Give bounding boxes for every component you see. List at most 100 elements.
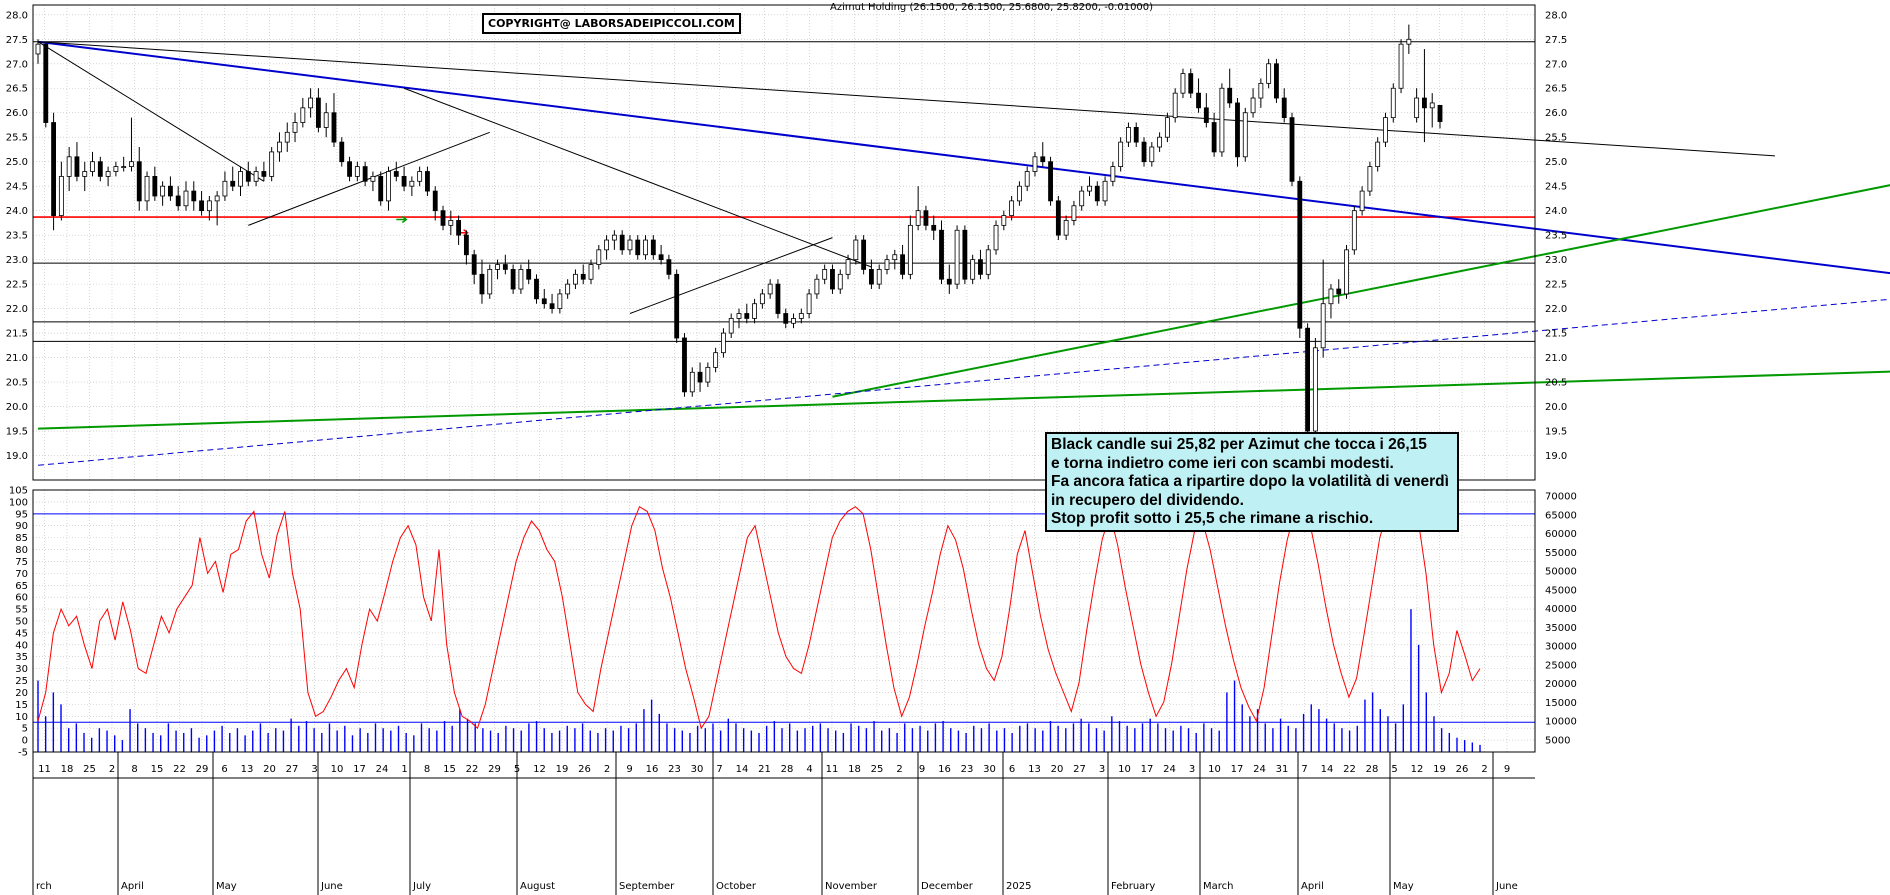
volume-series xyxy=(37,609,1481,752)
candle-body xyxy=(331,112,337,143)
osc-y-tick-label-left: 105 xyxy=(9,486,28,497)
volume-y-tick-label-right: 5000 xyxy=(1545,736,1570,747)
candle-body xyxy=(1180,73,1186,94)
x-day-tick-label: 29 xyxy=(488,764,501,775)
candle-body xyxy=(1242,112,1248,158)
volume-y-tick-label-right: 70000 xyxy=(1545,492,1577,503)
candle-body xyxy=(565,283,571,295)
candle-body xyxy=(105,171,111,177)
candle-body xyxy=(1422,97,1427,109)
candle-body xyxy=(347,161,352,177)
page-title: Azimut Holding (26.1500, 26.1500, 25.680… xyxy=(830,2,1154,13)
candle-body xyxy=(1266,63,1272,84)
candle-body xyxy=(82,171,88,177)
candle-body xyxy=(1359,190,1365,212)
candle-body xyxy=(51,122,56,216)
x-day-tick-label: 24 xyxy=(1253,764,1266,775)
candle-body xyxy=(362,166,368,182)
price-y-tick-label-left: 20.0 xyxy=(6,402,28,413)
price-y-tick-label-right: 28.0 xyxy=(1545,10,1567,21)
candle-body xyxy=(269,151,275,177)
x-day-tick-label: 12 xyxy=(533,764,546,775)
candle-body xyxy=(393,171,399,177)
candle-body xyxy=(1141,141,1147,163)
candle-body xyxy=(557,293,563,310)
osc-y-tick-label-left: 55 xyxy=(15,605,28,616)
x-day-tick-label: 6 xyxy=(221,764,227,775)
price-y-tick-label-right: 24.0 xyxy=(1545,206,1567,217)
price-y-tick-label-left: 27.5 xyxy=(6,35,28,46)
candle-body xyxy=(861,239,867,270)
osc-y-tick-label-left: 10 xyxy=(15,712,28,723)
candle-body xyxy=(1009,200,1015,216)
candle-body xyxy=(386,171,391,202)
trend-line xyxy=(248,131,490,226)
candle-body xyxy=(448,220,454,226)
trend-line xyxy=(37,41,265,182)
candle-body xyxy=(339,141,345,163)
candle-body xyxy=(144,175,150,202)
candle-body xyxy=(121,166,127,168)
oscillator-series xyxy=(33,505,1535,730)
candle-body xyxy=(1297,180,1303,329)
x-day-tick-label: 14 xyxy=(736,764,749,775)
axes xyxy=(32,4,1536,895)
volume-y-tick-label-right: 25000 xyxy=(1545,660,1577,671)
candle-body xyxy=(66,156,72,177)
candle-body xyxy=(549,303,555,310)
candle-body xyxy=(798,313,804,319)
x-day-tick-label: 16 xyxy=(938,764,951,775)
x-day-tick-label: 22 xyxy=(173,764,186,775)
candle-body xyxy=(417,171,423,182)
osc-y-tick-label-left: 15 xyxy=(15,700,28,711)
x-day-tick-label: 20 xyxy=(1051,764,1064,775)
trend-line xyxy=(403,87,872,268)
osc-y-tick-label-left: 5 xyxy=(22,724,28,735)
candle-body xyxy=(315,97,321,128)
x-day-tick-label: 26 xyxy=(578,764,591,775)
trend-line xyxy=(37,41,1775,157)
candle-body xyxy=(892,254,898,261)
candle-body xyxy=(1312,347,1318,432)
candle-body xyxy=(1032,156,1038,172)
osc-y-tick-label-left: 90 xyxy=(15,521,28,532)
x-day-tick-label: 23 xyxy=(668,764,681,775)
x-day-tick-label: 2 xyxy=(604,764,610,775)
volume-y-tick-label-right: 65000 xyxy=(1545,510,1577,521)
volume-y-tick-label-right: 30000 xyxy=(1545,642,1577,653)
candle-body xyxy=(596,249,602,265)
x-day-tick-label: 16 xyxy=(646,764,659,775)
candle-body xyxy=(573,273,578,285)
x-month-tick-label: June xyxy=(1495,881,1518,892)
x-day-tick-label: 27 xyxy=(1073,764,1086,775)
candle-body xyxy=(1196,92,1201,109)
candle-body xyxy=(1102,180,1108,202)
osc-y-tick-label-left: 0 xyxy=(22,736,28,747)
price-y-tick-label-left: 23.0 xyxy=(6,255,28,266)
x-day-tick-label: 20 xyxy=(263,764,276,775)
x-day-tick-label: 3 xyxy=(1189,764,1195,775)
candle-body xyxy=(588,264,594,280)
candle-body xyxy=(1398,43,1404,89)
candle-body xyxy=(1289,117,1295,182)
candle-body xyxy=(752,303,757,319)
x-month-tick-label: May xyxy=(216,881,237,892)
candle-body xyxy=(876,269,882,285)
candle-body xyxy=(674,273,680,339)
osc-y-tick-label-left: 85 xyxy=(15,533,28,544)
candle-body xyxy=(915,210,921,226)
candle-body xyxy=(222,180,228,197)
price-y-tick-label-right: 21.5 xyxy=(1545,329,1567,340)
candle-body xyxy=(1094,185,1100,202)
x-day-tick-label: 5 xyxy=(514,764,520,775)
price-y-tick-label-right: 26.0 xyxy=(1545,108,1567,119)
x-month-tick-label: December xyxy=(921,881,974,892)
candle-body xyxy=(230,180,236,187)
candle-body xyxy=(1164,117,1170,138)
candle-body xyxy=(853,239,859,261)
volume-y-tick-label-right: 45000 xyxy=(1545,585,1577,596)
x-month-tick-label: April xyxy=(121,881,144,892)
osc-y-tick-label-left: 50 xyxy=(15,617,28,628)
candle-body xyxy=(1133,127,1139,143)
candle-body xyxy=(1149,146,1155,163)
